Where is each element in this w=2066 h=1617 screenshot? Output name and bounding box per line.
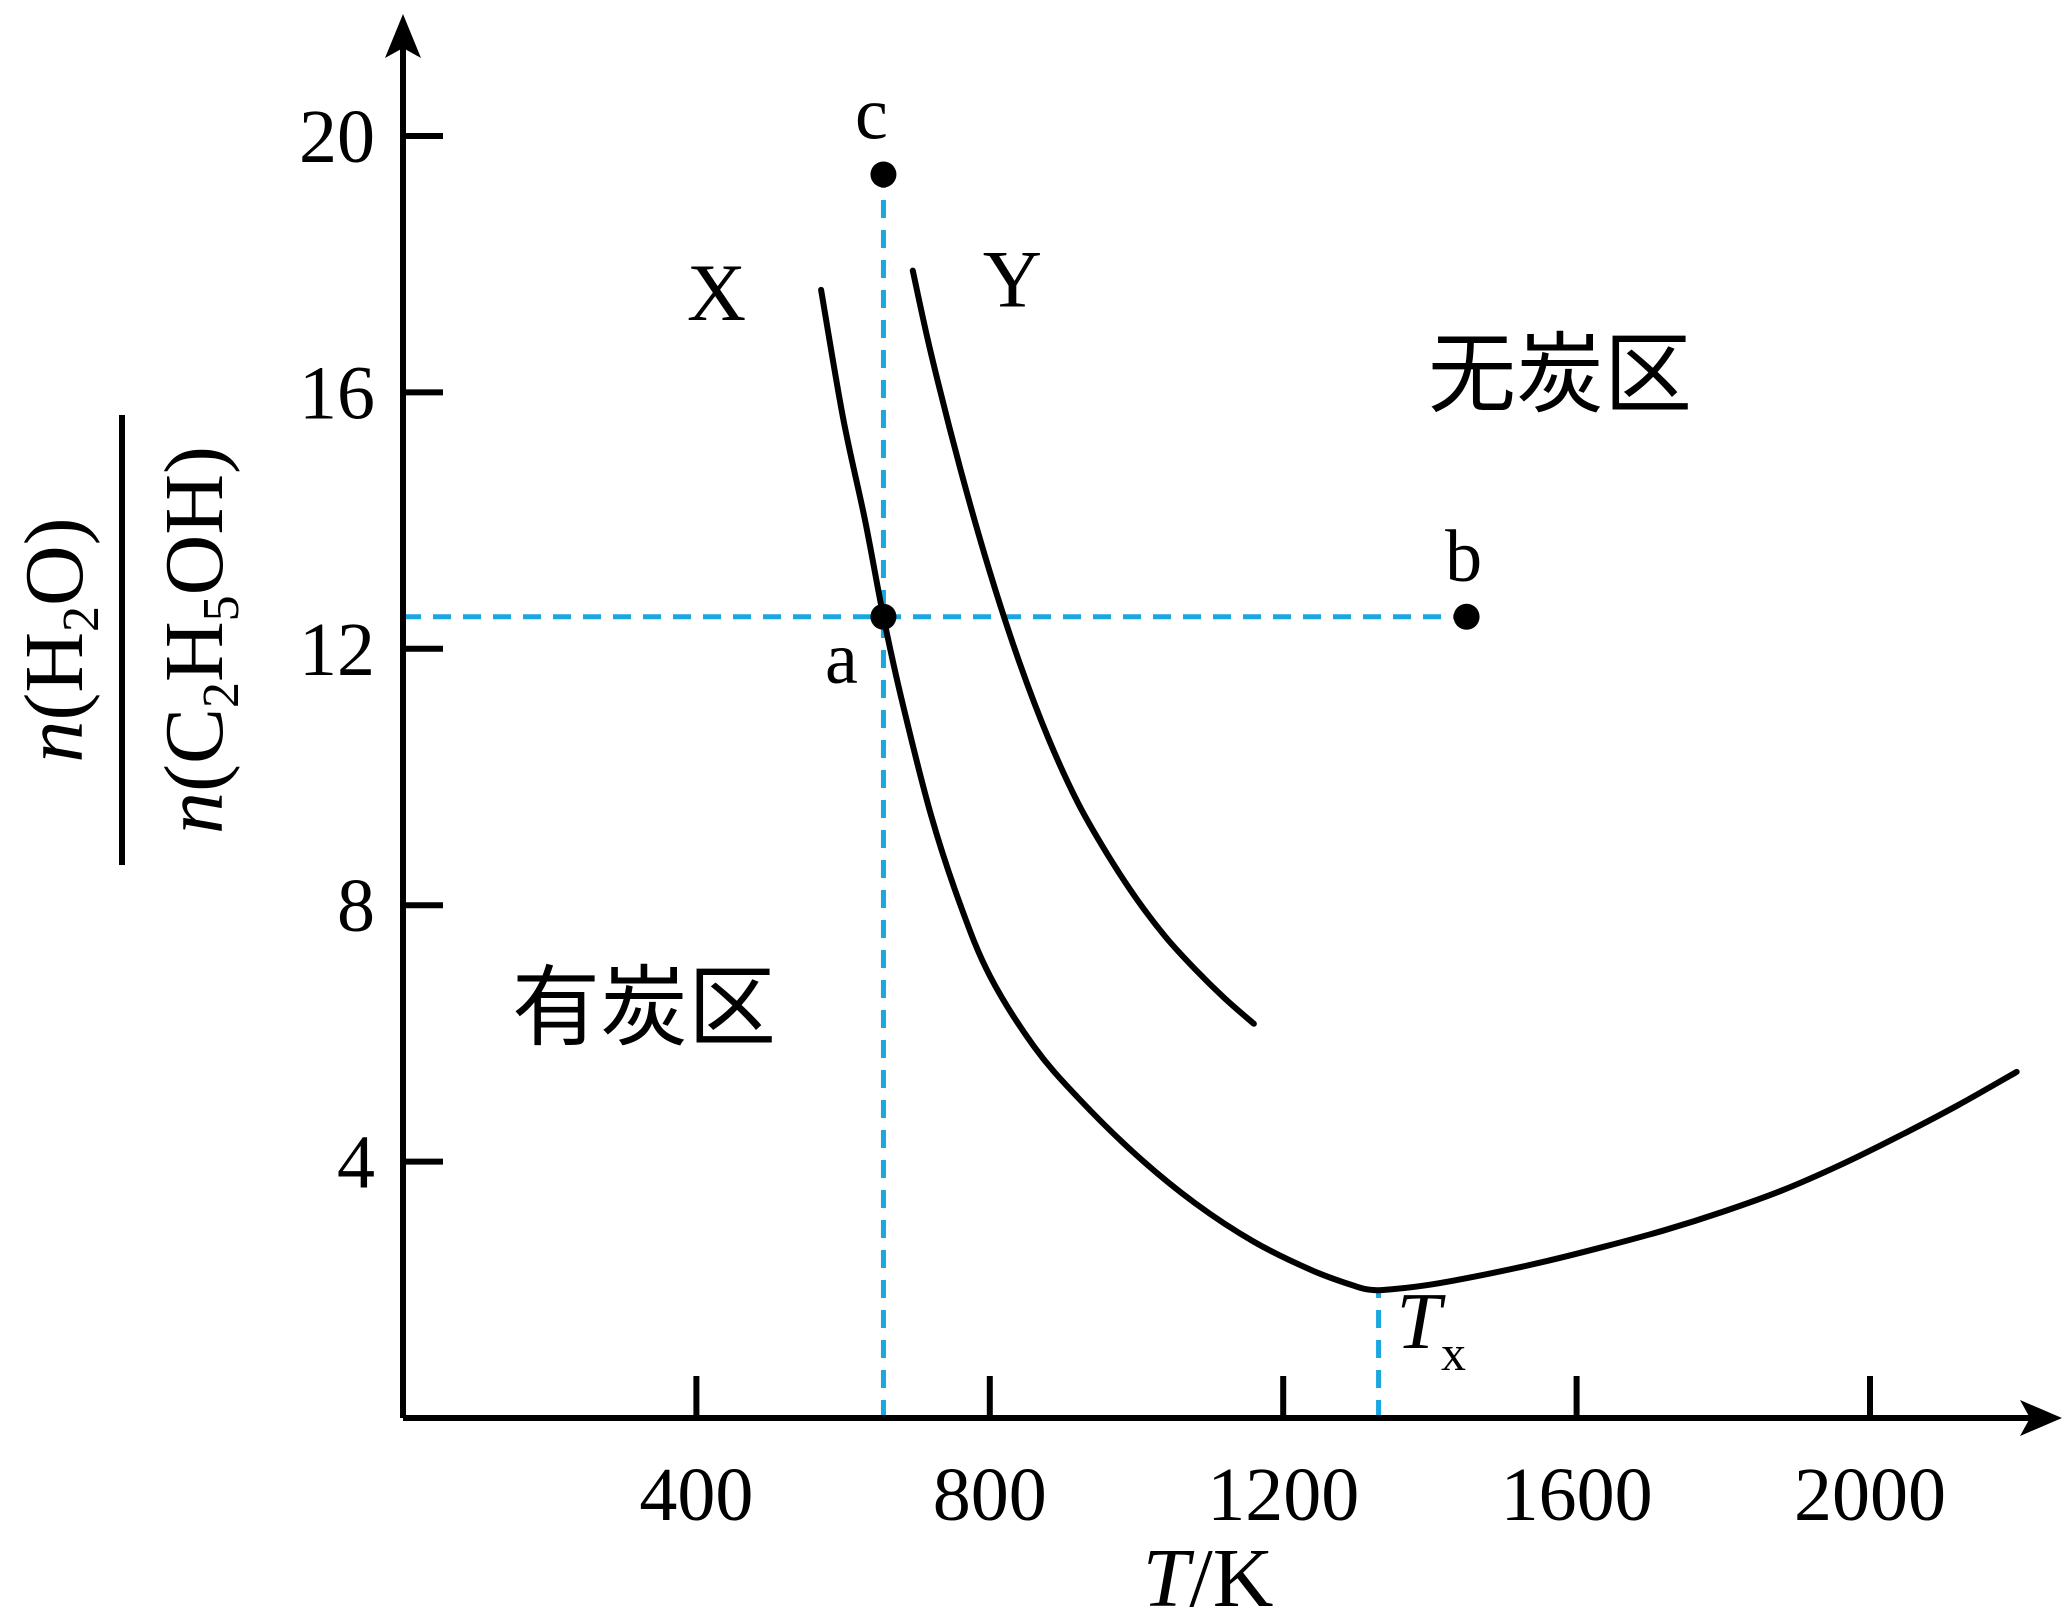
guide-lines xyxy=(403,174,1467,1418)
region-label-carbon: 有炭区 xyxy=(512,956,776,1059)
y-tick-label: 12 xyxy=(299,608,375,692)
x-tick-label: 2000 xyxy=(1794,1453,1946,1537)
x-axis-label-unit: /K xyxy=(1189,1532,1273,1617)
series-line-y xyxy=(909,267,1257,1027)
tx-label-var: T xyxy=(1397,1278,1447,1366)
series-curves xyxy=(818,267,2020,1294)
x-axis-label-var: T xyxy=(1143,1532,1195,1617)
point-label-c: c xyxy=(855,73,888,155)
y-tick-label: 8 xyxy=(337,864,375,948)
point-a xyxy=(870,603,897,630)
y-tick-label: 20 xyxy=(299,95,375,179)
series-label-x: X xyxy=(687,247,746,338)
data-points: a b c xyxy=(825,73,1482,699)
region-label-no-carbon: 无炭区 xyxy=(1428,323,1692,426)
x-tick-label: 400 xyxy=(639,1453,753,1537)
x-axis-label: T/K xyxy=(1143,1532,1274,1617)
series-line-x xyxy=(818,286,2020,1294)
point-label-b: b xyxy=(1445,516,1482,598)
y-axis-arrow xyxy=(385,14,421,58)
point-b xyxy=(1453,603,1480,630)
y-axis-label-denominator: n(C2H5OH) xyxy=(148,446,250,834)
y-axis-label: n(H2O) n(C2H5OH) xyxy=(8,415,250,865)
y-tick-label: 16 xyxy=(299,351,375,435)
point-label-a: a xyxy=(825,618,858,700)
x-axis-arrow xyxy=(2020,1400,2062,1436)
tx-label: Tx xyxy=(1397,1278,1467,1381)
y-axis-label-numerator: n(H2O) xyxy=(8,517,110,762)
x-tick-label: 1600 xyxy=(1501,1453,1653,1537)
x-tick-label: 800 xyxy=(933,1453,1047,1537)
axes xyxy=(385,14,2062,1436)
tx-label-sub: x xyxy=(1441,1325,1466,1381)
point-c xyxy=(870,161,897,188)
axis-ticks: 400 800 1200 1600 2000 4 8 12 16 20 xyxy=(299,95,1946,1537)
x-tick-label: 1200 xyxy=(1207,1453,1359,1537)
y-tick-label: 4 xyxy=(337,1121,375,1205)
series-label-y: Y xyxy=(983,234,1042,325)
